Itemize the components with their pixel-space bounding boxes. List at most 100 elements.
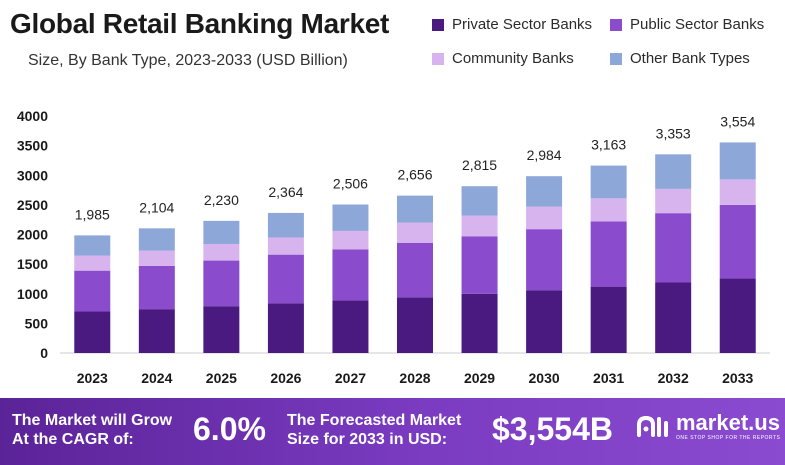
forecast-caption-line2: Size for 2033 in USD: <box>287 431 448 448</box>
forecast-caption: The Forecasted Market Size for 2033 in U… <box>287 411 461 449</box>
bar-segment-public-sector-banks <box>267 254 304 304</box>
bar-segment-public-sector-banks <box>332 249 369 301</box>
bar-segment-public-sector-banks <box>719 204 756 279</box>
bar-segment-community-banks <box>332 230 369 250</box>
bar-total-label: 2,364 <box>268 184 303 200</box>
y-tick-label: 4000 <box>17 108 48 124</box>
x-tick-label: 2030 <box>529 370 560 386</box>
bar-segment-public-sector-banks <box>526 229 563 291</box>
bar-segment-private-sector-banks <box>655 282 692 353</box>
y-tick-label: 500 <box>25 315 49 331</box>
bar-segment-community-banks <box>590 198 627 222</box>
bar-total-label: 2,656 <box>397 167 432 183</box>
logo-name: market.us <box>676 410 780 435</box>
cagr-value: 6.0% <box>193 411 266 447</box>
x-tick-label: 2029 <box>464 370 495 386</box>
bar-segment-other-bank-types <box>267 212 304 238</box>
bar-segment-other-bank-types <box>332 204 369 231</box>
bar-segment-community-banks <box>461 215 498 237</box>
bar-total-label: 3,163 <box>591 137 626 153</box>
chart-title: Global Retail Banking Market <box>10 8 390 39</box>
bar-segment-public-sector-banks <box>397 242 433 298</box>
y-tick-label: 3500 <box>17 138 48 154</box>
bar-segment-private-sector-banks <box>526 290 563 353</box>
bar-segment-community-banks <box>138 250 175 266</box>
bar-segment-private-sector-banks <box>203 306 240 353</box>
legend-swatch-community <box>432 52 444 65</box>
forecast-value: $3,554B <box>492 411 613 447</box>
y-tick-label: 3000 <box>17 167 48 183</box>
bar-total-label: 2,815 <box>462 157 497 173</box>
legend-swatch-public <box>610 18 622 31</box>
market-us-logo-icon <box>637 415 668 437</box>
x-tick-label: 2027 <box>335 370 366 386</box>
bar-segment-private-sector-banks <box>267 303 304 353</box>
bar-segment-other-bank-types <box>461 186 498 216</box>
x-tick-label: 2032 <box>658 370 689 386</box>
cagr-caption-line1: The Market will Grow <box>12 412 173 429</box>
bar-segment-other-bank-types <box>203 220 240 244</box>
legend-item-community: Community Banks <box>432 50 574 67</box>
bar-total-label: 2,230 <box>204 192 239 208</box>
cagr-caption-line2: At the CAGR of: <box>12 431 134 448</box>
legend: Private Sector Banks Public Sector Banks… <box>432 12 782 72</box>
bar-segment-other-bank-types <box>138 228 175 251</box>
x-tick-label: 2025 <box>206 370 237 386</box>
legend-swatch-private <box>432 18 444 31</box>
bar-segment-private-sector-banks <box>461 293 498 353</box>
bar-segment-community-banks <box>203 243 240 261</box>
bar-segment-public-sector-banks <box>655 213 692 283</box>
bar-segment-public-sector-banks <box>203 260 240 307</box>
bar-segment-other-bank-types <box>74 235 111 256</box>
bar-total-label: 2,506 <box>333 176 368 192</box>
bar-segment-community-banks <box>74 255 111 271</box>
stacked-bar-chart: 0 500 1000 1500 2000 2500 3000 3500 4000 1,985 202… <box>17 108 770 386</box>
bar-segment-community-banks <box>397 222 433 243</box>
bar-segment-public-sector-banks <box>138 265 175 310</box>
chart-subtitle: Size, By Bank Type, 2023-2033 (USD Billi… <box>28 52 348 69</box>
bar-segment-private-sector-banks <box>74 311 111 353</box>
legend-label-other: Other Bank Types <box>630 50 750 67</box>
bar-segment-community-banks <box>719 179 756 205</box>
bar-segment-other-bank-types <box>526 176 563 207</box>
bar-segment-public-sector-banks <box>590 221 627 287</box>
bar-segment-community-banks <box>655 188 692 214</box>
legend-item-private: Private Sector Banks <box>432 16 592 33</box>
bar-segment-private-sector-banks <box>719 278 756 353</box>
bar-segment-public-sector-banks <box>461 236 498 294</box>
bar-segment-private-sector-banks <box>332 300 369 353</box>
logo-tagline: ONE STOP SHOP FOR THE REPORTS <box>676 435 781 441</box>
x-tick-label: 2028 <box>399 370 430 386</box>
x-tick-label: 2026 <box>270 370 301 386</box>
legend-item-public: Public Sector Banks <box>610 16 764 33</box>
legend-label-community: Community Banks <box>452 50 574 67</box>
bar-segment-other-bank-types <box>655 154 692 189</box>
bar-segment-private-sector-banks <box>397 297 433 353</box>
x-tick-label: 2024 <box>141 370 172 386</box>
x-tick-label: 2031 <box>593 370 624 386</box>
summary-banner: The Market will Grow At the CAGR of: 6.0… <box>0 398 785 465</box>
bar-total-label: 2,104 <box>139 199 174 215</box>
y-tick-label: 2500 <box>17 197 48 213</box>
x-tick-label: 2033 <box>722 370 753 386</box>
bar-total-label: 3,554 <box>720 113 755 129</box>
bar-segment-private-sector-banks <box>590 286 627 353</box>
bar-segment-community-banks <box>526 206 563 230</box>
legend-item-other: Other Bank Types <box>610 50 750 67</box>
x-tick-label: 2023 <box>77 370 108 386</box>
forecast-caption-line1: The Forecasted Market <box>287 412 462 429</box>
bar-segment-other-bank-types <box>397 195 433 223</box>
y-tick-label: 1000 <box>17 286 48 302</box>
y-tick-label: 0 <box>40 345 48 361</box>
legend-label-private: Private Sector Banks <box>452 16 593 33</box>
bar-segment-public-sector-banks <box>74 270 111 312</box>
bar-segment-private-sector-banks <box>138 309 175 353</box>
bar-segment-other-bank-types <box>719 142 756 180</box>
market-us-logo: market.us ONE STOP SHOP FOR THE REPORTS <box>636 412 780 441</box>
y-tick-label: 2000 <box>17 227 48 243</box>
y-tick-label: 1500 <box>17 256 48 272</box>
cagr-caption: The Market will Grow At the CAGR of: <box>12 411 172 449</box>
bar-segment-community-banks <box>267 237 304 255</box>
bar-segment-other-bank-types <box>590 165 627 199</box>
